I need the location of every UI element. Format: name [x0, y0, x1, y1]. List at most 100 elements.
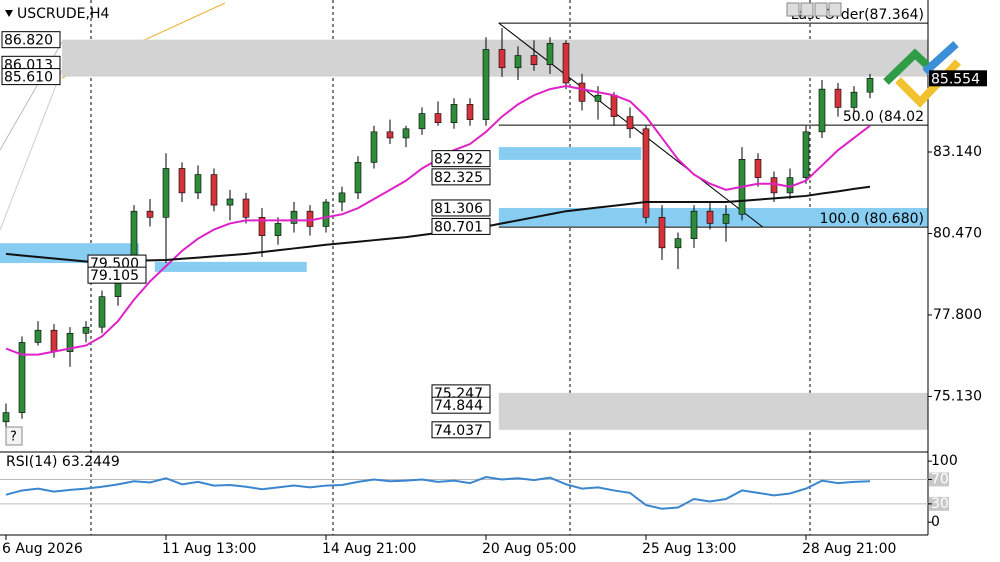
candle-body — [610, 94, 618, 117]
x-tick-label: 14 Aug 21:00 — [322, 541, 416, 557]
candle-body — [674, 238, 682, 249]
x-tick-label: 6 Aug 2026 — [2, 541, 83, 557]
trend-line — [0, 69, 63, 231]
rsi-title: RSI(14) 63.2449 — [6, 454, 120, 470]
candle-body — [626, 116, 634, 130]
chart-title: USCRUDE,H4 — [17, 6, 109, 22]
candle-body — [306, 210, 314, 227]
level-label-box — [1, 31, 61, 49]
level-label-box — [87, 266, 147, 284]
ohlc-icon[interactable] — [828, 2, 842, 17]
zone — [62, 39, 928, 77]
candle-body — [690, 210, 698, 239]
candle-body — [594, 94, 602, 102]
rsi-level-box — [929, 472, 949, 487]
y-tick-label: 75.130 — [933, 388, 982, 404]
ohlc-icon[interactable] — [800, 2, 814, 17]
candle-body — [274, 223, 282, 236]
candle-body — [18, 342, 26, 413]
candle-body — [162, 168, 170, 218]
candle-body — [642, 128, 650, 218]
candle-body — [802, 131, 810, 178]
zone — [498, 147, 642, 160]
current-price-box — [929, 70, 987, 87]
candle-body — [562, 43, 570, 84]
candle-body — [66, 332, 74, 352]
candle-body — [338, 192, 346, 203]
candle-body — [290, 210, 298, 224]
level-label-box — [431, 168, 491, 186]
candle-body — [482, 49, 490, 120]
candle-body — [194, 174, 202, 194]
rsi-tick-label: 0 — [931, 514, 940, 530]
level-label: 74.844 — [434, 398, 483, 414]
current-price-label: 85.554 — [931, 71, 980, 87]
help-icon: ? — [10, 430, 17, 445]
candle-body — [706, 210, 714, 224]
help-button[interactable] — [5, 426, 23, 446]
candle-body — [322, 201, 330, 227]
x-tick-label: 11 Aug 13:00 — [162, 541, 256, 557]
candle-body — [418, 113, 426, 130]
level-label: 85.610 — [4, 70, 53, 86]
y-tick-label: 77.800 — [933, 307, 982, 323]
candle-body — [354, 162, 362, 194]
rsi-tick-label: 70 — [931, 471, 949, 487]
candle-body — [546, 43, 554, 66]
candle-body — [866, 78, 874, 93]
candle-body — [450, 104, 458, 123]
candle-body — [434, 113, 442, 123]
candle-body — [530, 55, 538, 66]
level-label: 79.105 — [90, 268, 139, 284]
zone — [154, 261, 307, 272]
fib-label: 50.0 (84.02 — [843, 109, 924, 125]
candle-body — [754, 159, 762, 178]
zone — [498, 392, 928, 430]
candle-body — [210, 174, 218, 206]
candle-body — [242, 198, 250, 218]
x-tick-label: 20 Aug 05:00 — [482, 541, 576, 557]
level-label: 82.922 — [434, 152, 483, 168]
candle-body — [178, 168, 186, 194]
candle-body — [514, 55, 522, 69]
rsi-level-box — [929, 496, 949, 511]
level-label-box — [431, 396, 491, 414]
level-label: 74.037 — [434, 423, 483, 439]
ohlc-icon[interactable] — [814, 2, 828, 17]
candle-body — [850, 91, 858, 108]
candle-body — [578, 82, 586, 102]
candle-body — [498, 49, 506, 69]
level-label: 82.325 — [434, 170, 483, 186]
level-label-box — [431, 217, 491, 235]
level-label-box — [1, 68, 61, 86]
menu-arrow[interactable] — [5, 10, 13, 17]
candle-body — [770, 177, 778, 194]
rsi-tick-label: 30 — [931, 496, 949, 512]
level-label-box — [431, 199, 491, 217]
candle-body — [402, 128, 410, 139]
candle-body — [2, 412, 10, 423]
candle-body — [146, 210, 154, 218]
candle-body — [834, 88, 842, 108]
candle-body — [818, 88, 826, 133]
candle-body — [34, 329, 42, 343]
candle-body — [98, 296, 106, 328]
level-label-box — [431, 421, 491, 439]
candle-body — [658, 217, 666, 249]
candle-body — [386, 131, 394, 139]
level-label-box — [431, 150, 491, 168]
candle-body — [258, 217, 266, 236]
x-tick-label: 25 Aug 13:00 — [642, 541, 736, 557]
toolbar-icons — [786, 2, 842, 17]
x-tick-label: 28 Aug 21:00 — [802, 541, 896, 557]
candle-body — [466, 104, 474, 120]
level-label: 81.306 — [434, 201, 483, 217]
candle-body — [226, 198, 234, 206]
ohlc-icon[interactable] — [786, 2, 800, 17]
logo-stroke — [922, 41, 959, 75]
candle-body — [50, 329, 58, 352]
candle-body — [722, 213, 730, 224]
rsi-tick-label: 100 — [931, 453, 958, 469]
y-tick-label: 80.470 — [933, 225, 982, 241]
